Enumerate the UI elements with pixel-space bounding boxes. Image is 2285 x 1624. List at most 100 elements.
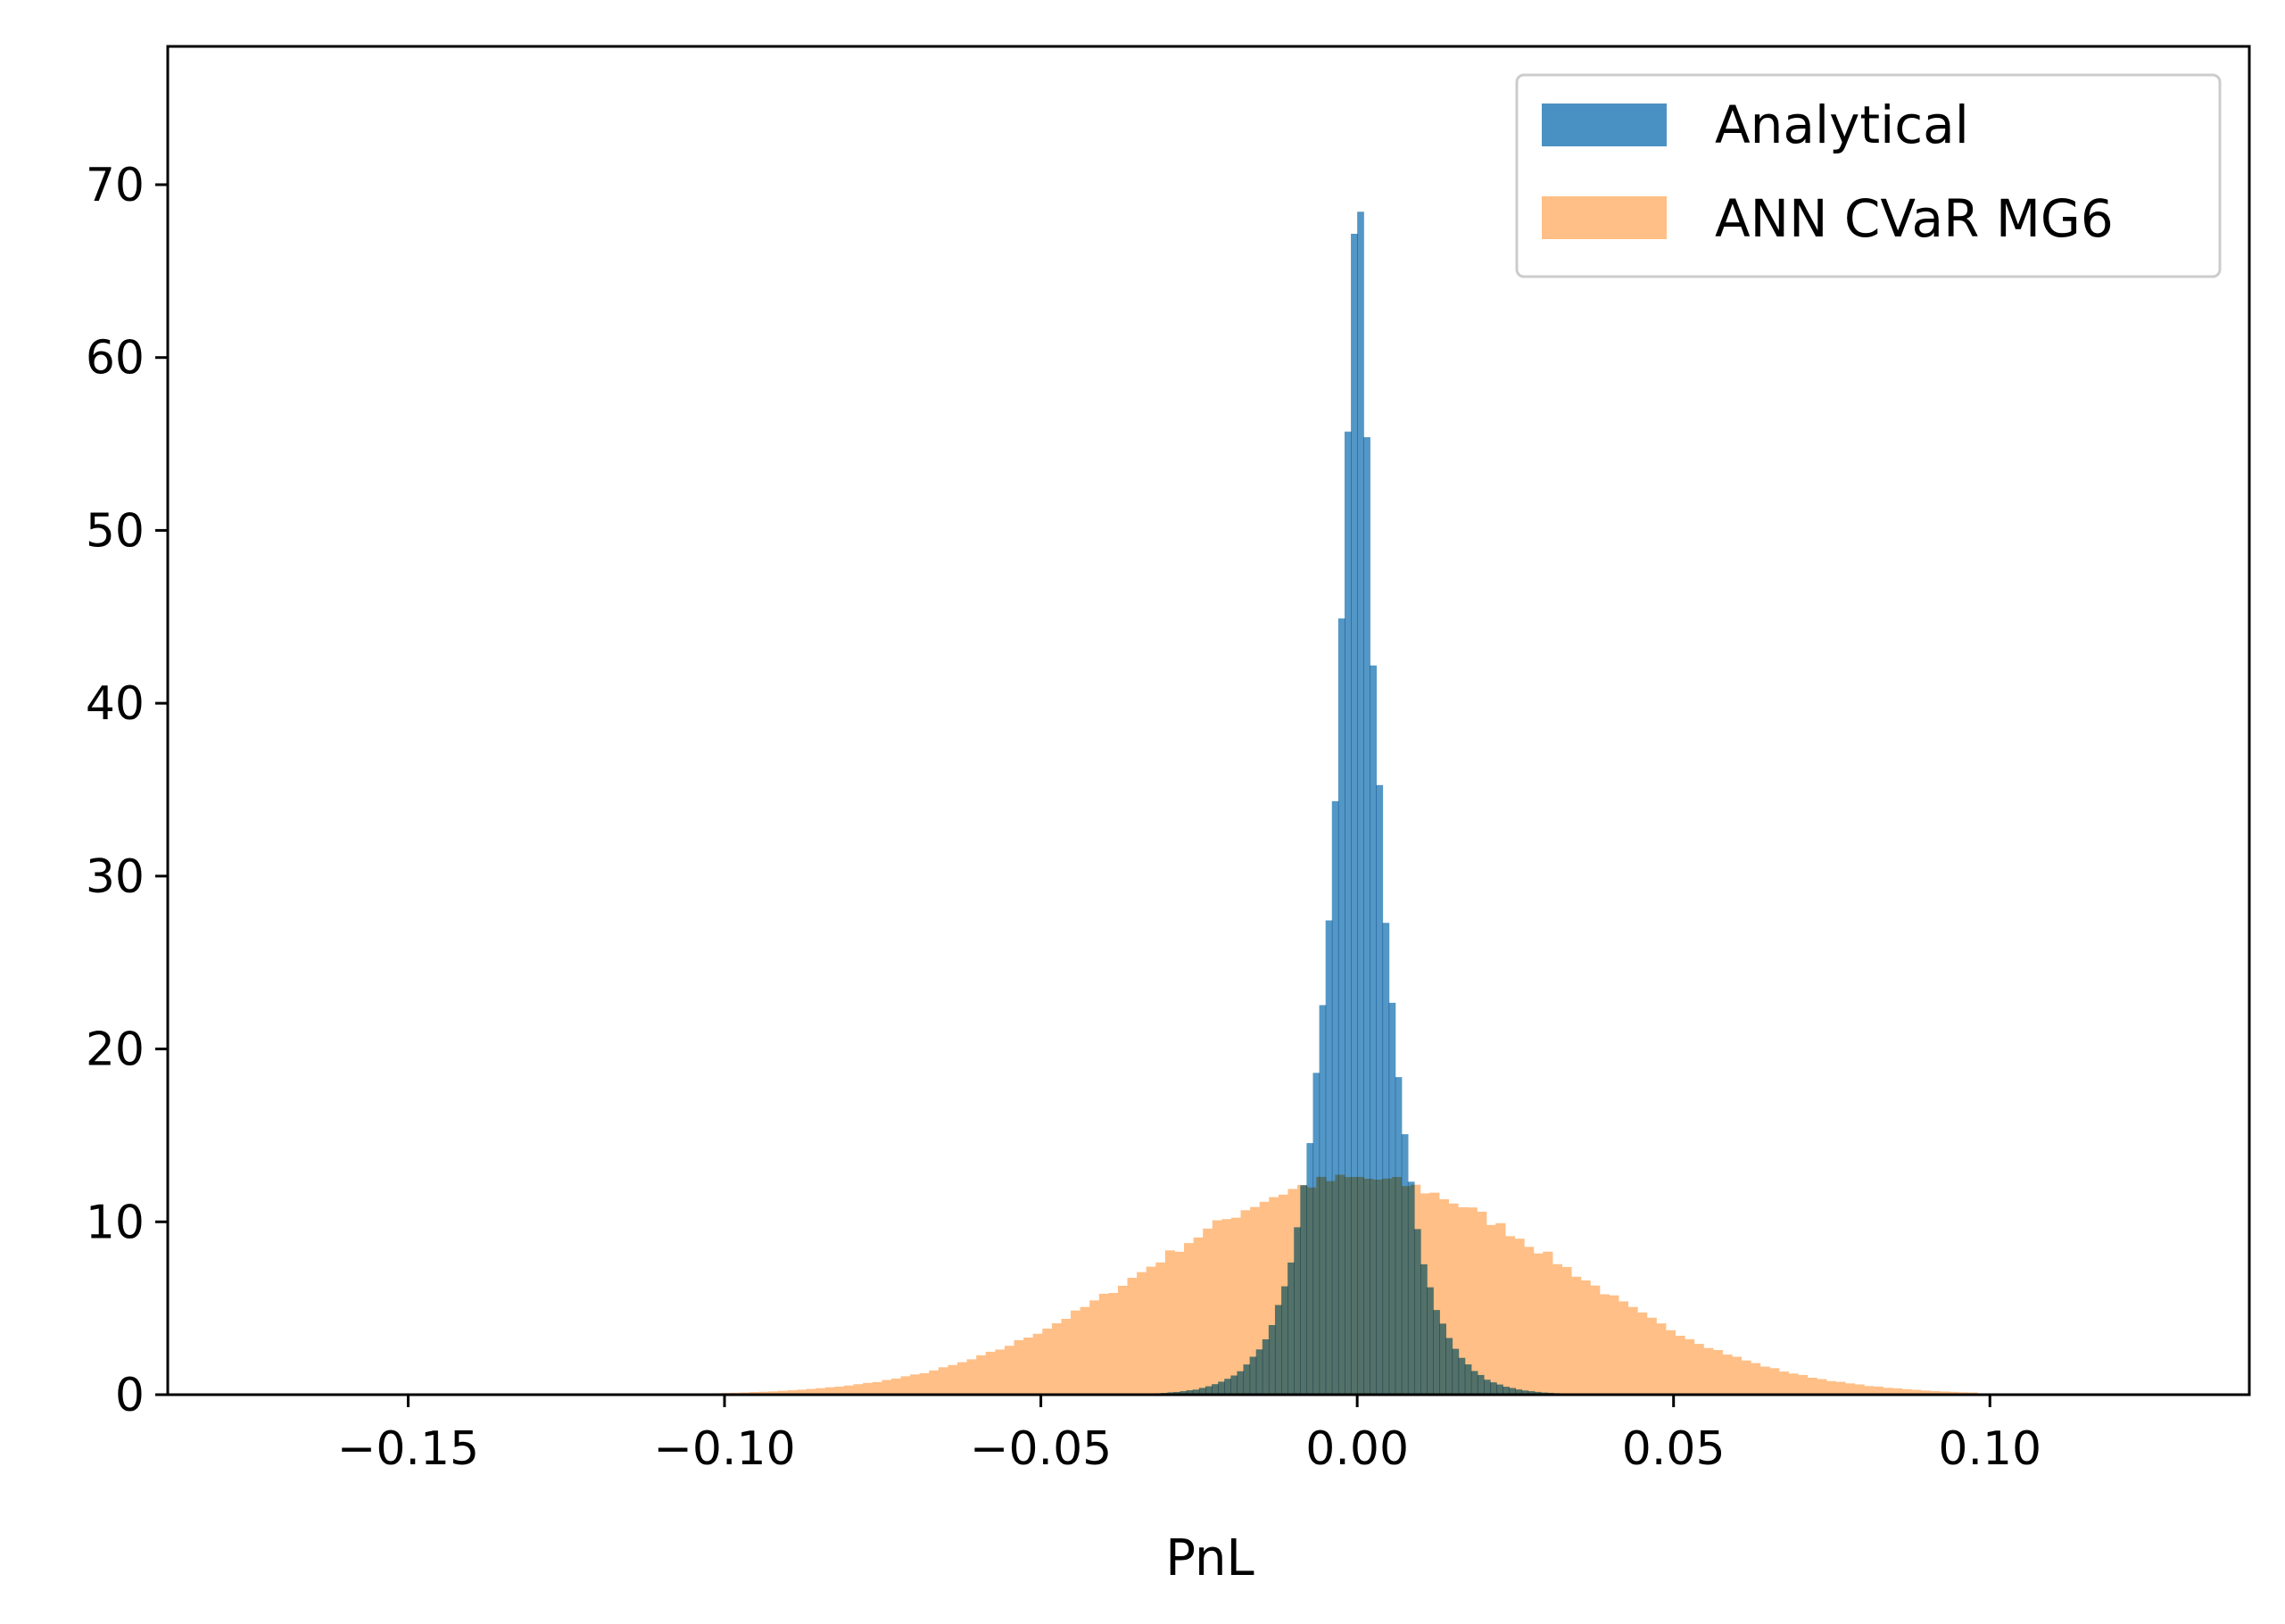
bar-analytical bbox=[1407, 1181, 1415, 1395]
bar-ann-cvar-mg6 bbox=[1675, 1335, 1685, 1395]
y-tick-label: 20 bbox=[86, 1023, 145, 1077]
bar-ann-cvar-mg6 bbox=[1240, 1210, 1251, 1395]
bar-ann-cvar-mg6 bbox=[872, 1381, 882, 1395]
bar-analytical bbox=[1205, 1386, 1213, 1395]
bar-ann-cvar-mg6 bbox=[929, 1370, 940, 1395]
y-tick-label: 70 bbox=[86, 159, 145, 212]
bar-ann-cvar-mg6 bbox=[900, 1376, 911, 1395]
bar-analytical bbox=[1198, 1388, 1206, 1395]
bar-ann-cvar-mg6 bbox=[797, 1389, 807, 1395]
bar-ann-cvar-mg6 bbox=[1023, 1337, 1034, 1395]
bar-analytical bbox=[1218, 1381, 1225, 1395]
x-tick-label: −0.05 bbox=[970, 1422, 1112, 1476]
bar-ann-cvar-mg6 bbox=[758, 1391, 769, 1395]
bar-analytical bbox=[1312, 1073, 1320, 1395]
bar-ann-cvar-mg6 bbox=[1892, 1388, 1903, 1395]
bar-analytical bbox=[1224, 1379, 1231, 1395]
bar-ann-cvar-mg6 bbox=[1637, 1312, 1648, 1395]
bar-ann-cvar-mg6 bbox=[787, 1389, 798, 1395]
bar-analytical bbox=[1300, 1185, 1308, 1395]
bar-ann-cvar-mg6 bbox=[1514, 1239, 1525, 1395]
bar-ann-cvar-mg6 bbox=[1769, 1368, 1780, 1395]
bar-ann-cvar-mg6 bbox=[1457, 1206, 1469, 1395]
bar-ann-cvar-mg6 bbox=[882, 1380, 892, 1395]
bar-ann-cvar-mg6 bbox=[1920, 1390, 1931, 1395]
bar-analytical bbox=[1180, 1391, 1188, 1395]
bar-ann-cvar-mg6 bbox=[1193, 1237, 1204, 1395]
bar-ann-cvar-mg6 bbox=[1609, 1295, 1619, 1395]
bar-analytical bbox=[1370, 665, 1378, 1395]
x-tick-label: 0.10 bbox=[1938, 1422, 2041, 1476]
bar-ann-cvar-mg6 bbox=[1826, 1380, 1836, 1395]
bar-ann-cvar-mg6 bbox=[1042, 1328, 1053, 1395]
bar-ann-cvar-mg6 bbox=[1184, 1243, 1195, 1395]
bar-analytical bbox=[1287, 1262, 1295, 1395]
bar-ann-cvar-mg6 bbox=[1117, 1285, 1129, 1395]
bar-analytical bbox=[1452, 1348, 1460, 1395]
bar-analytical bbox=[1262, 1338, 1270, 1395]
bar-ann-cvar-mg6 bbox=[948, 1364, 958, 1395]
bar-analytical bbox=[1445, 1338, 1453, 1395]
bar-ann-cvar-mg6 bbox=[976, 1355, 987, 1395]
bar-ann-cvar-mg6 bbox=[1504, 1236, 1516, 1395]
bar-ann-cvar-mg6 bbox=[1098, 1293, 1109, 1395]
bar-analytical bbox=[1395, 1077, 1403, 1395]
bar-ann-cvar-mg6 bbox=[1590, 1285, 1601, 1395]
bar-ann-cvar-mg6 bbox=[1164, 1250, 1176, 1395]
bar-analytical bbox=[1325, 920, 1333, 1395]
bar-ann-cvar-mg6 bbox=[1656, 1323, 1667, 1395]
bar-ann-cvar-mg6 bbox=[815, 1388, 826, 1395]
bar-ann-cvar-mg6 bbox=[1212, 1220, 1222, 1395]
bar-ann-cvar-mg6 bbox=[1495, 1222, 1506, 1395]
bar-analytical bbox=[1186, 1390, 1194, 1395]
bar-ann-cvar-mg6 bbox=[957, 1362, 968, 1395]
bar-analytical bbox=[1237, 1371, 1245, 1395]
bar-ann-cvar-mg6 bbox=[1778, 1371, 1790, 1395]
bar-analytical bbox=[1249, 1356, 1257, 1395]
x-tick-label: −0.10 bbox=[653, 1422, 795, 1476]
bar-analytical bbox=[1331, 800, 1339, 1395]
bar-ann-cvar-mg6 bbox=[1032, 1333, 1043, 1395]
bar-analytical bbox=[1274, 1305, 1282, 1395]
bar-ann-cvar-mg6 bbox=[1741, 1360, 1751, 1395]
bar-ann-cvar-mg6 bbox=[1883, 1388, 1893, 1395]
bar-ann-cvar-mg6 bbox=[1599, 1294, 1610, 1395]
bar-ann-cvar-mg6 bbox=[1061, 1319, 1072, 1395]
bar-ann-cvar-mg6 bbox=[863, 1382, 873, 1395]
bar-ann-cvar-mg6 bbox=[1561, 1266, 1572, 1395]
y-tick-label: 30 bbox=[86, 850, 145, 904]
bar-ann-cvar-mg6 bbox=[1269, 1197, 1279, 1395]
bar-ann-cvar-mg6 bbox=[1250, 1206, 1261, 1395]
bar-ann-cvar-mg6 bbox=[1477, 1211, 1487, 1395]
bar-ann-cvar-mg6 bbox=[1722, 1355, 1733, 1395]
bar-analytical bbox=[1230, 1375, 1238, 1395]
bar-ann-cvar-mg6 bbox=[1533, 1253, 1544, 1395]
x-axis-label: PnL bbox=[1165, 1529, 1254, 1587]
bar-ann-cvar-mg6 bbox=[919, 1372, 930, 1395]
bar-analytical bbox=[1477, 1374, 1485, 1395]
bar-ann-cvar-mg6 bbox=[1684, 1338, 1695, 1395]
x-tick-label: 0.05 bbox=[1622, 1422, 1726, 1476]
legend-swatch-ann-cvar-mg6 bbox=[1542, 196, 1667, 239]
bar-ann-cvar-mg6 bbox=[1873, 1386, 1883, 1395]
bar-ann-cvar-mg6 bbox=[1570, 1276, 1582, 1395]
bar-ann-cvar-mg6 bbox=[1486, 1224, 1496, 1395]
bar-analytical bbox=[1458, 1357, 1466, 1395]
bar-analytical bbox=[1306, 1143, 1314, 1395]
bar-ann-cvar-mg6 bbox=[1108, 1292, 1119, 1395]
bar-ann-cvar-mg6 bbox=[1089, 1300, 1100, 1395]
bar-ann-cvar-mg6 bbox=[1259, 1201, 1270, 1395]
bar-ann-cvar-mg6 bbox=[1051, 1322, 1063, 1395]
bar-ann-cvar-mg6 bbox=[1004, 1346, 1015, 1395]
bar-analytical bbox=[1490, 1382, 1497, 1395]
bar-analytical bbox=[1420, 1264, 1428, 1395]
bar-ann-cvar-mg6 bbox=[1930, 1390, 1941, 1395]
bar-ann-cvar-mg6 bbox=[890, 1378, 902, 1395]
bar-ann-cvar-mg6 bbox=[938, 1367, 949, 1395]
bar-ann-cvar-mg6 bbox=[1910, 1389, 1922, 1395]
bar-analytical bbox=[1351, 233, 1358, 1396]
legend-swatch-analytical bbox=[1542, 104, 1667, 146]
bar-analytical bbox=[1363, 436, 1370, 1395]
